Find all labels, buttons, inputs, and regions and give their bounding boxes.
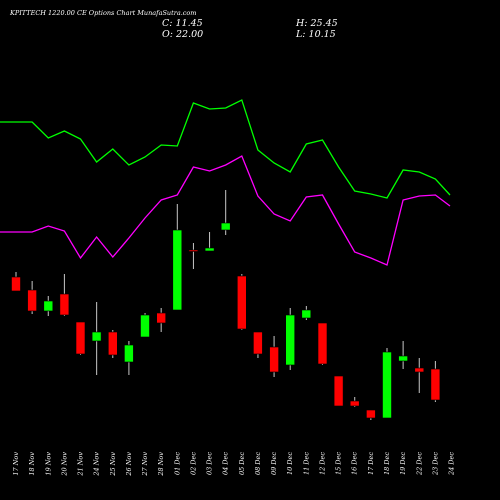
candle-body-up [382, 351, 392, 419]
candle [204, 232, 215, 252]
candle [349, 397, 360, 407]
candle-body-down [430, 368, 441, 401]
x-tick-label: 11 Dec [302, 452, 310, 475]
candle [172, 204, 183, 311]
candle-body-down [333, 375, 344, 407]
candle-body-down [414, 367, 425, 373]
high-value: H: 25.45 [295, 18, 338, 29]
candle-body-down [75, 321, 86, 355]
bands-layer [0, 99, 451, 266]
open-value: O: 22.00 [162, 29, 203, 40]
candle-body-up [220, 222, 231, 231]
candle-body-down [108, 331, 118, 356]
candle [59, 274, 70, 316]
candle-body-down [349, 400, 360, 407]
candle-body-up [140, 314, 150, 338]
candle [317, 322, 328, 365]
x-tick-label: 12 Dec [319, 452, 327, 475]
x-tick-label: 28 Nov [157, 452, 165, 477]
candle [301, 306, 312, 320]
close-value: C: 11.45 [162, 18, 203, 29]
chart-title: KPITTECH 1220.00 CE Options Chart Munafa… [9, 9, 196, 17]
candle-body-down [59, 293, 70, 316]
candle-body-up [172, 229, 183, 311]
x-tick-label: 09 Dec [270, 452, 278, 475]
candle [398, 341, 408, 369]
candle [124, 341, 134, 375]
x-tick-label: 17 Dec [367, 452, 375, 475]
candle [156, 308, 166, 332]
x-tick-label: 01 Dec [173, 452, 181, 475]
candle-body-up [91, 331, 102, 342]
x-tick-label: 02 Dec [189, 452, 197, 475]
x-tick-label: 18 Dec [383, 452, 391, 475]
candles-layer [11, 190, 441, 420]
x-tick-label: 18 Nov [28, 452, 36, 476]
x-tick-label: 17 Nov [12, 452, 20, 476]
candle [333, 375, 344, 407]
candle [188, 243, 199, 269]
x-tick-label: 19 Dec [399, 452, 407, 475]
candle-body-up [285, 314, 296, 366]
x-tick-label: 24 Nov [93, 452, 101, 477]
x-tick-label: 26 Nov [125, 452, 133, 477]
x-axis-labels: 17 Nov 18 Nov 19 Nov 20 Nov 21 Nov 24 Nov 25 N… [12, 452, 456, 477]
candle-body-up [43, 300, 54, 312]
candle [285, 308, 296, 370]
candle [75, 321, 86, 355]
candle [414, 358, 425, 393]
candle-body-down [27, 289, 37, 312]
x-tick-label: 04 Dec [222, 452, 230, 475]
x-tick-label: 22 Dec [415, 452, 423, 476]
x-tick-label: 23 Dec [431, 452, 439, 476]
candle [27, 281, 37, 314]
candle-body-down [253, 331, 263, 355]
candle [91, 302, 102, 375]
candle [430, 361, 441, 402]
candle-body-down [11, 276, 21, 292]
lower-band-line [0, 155, 451, 266]
candle-body-down [156, 312, 166, 324]
x-tick-label: 16 Dec [351, 452, 359, 475]
candle [140, 313, 150, 338]
candle-body-up [301, 309, 312, 319]
candle-body-down [188, 249, 199, 252]
candle [108, 330, 118, 358]
x-tick-label: 15 Dec [335, 452, 343, 475]
x-tick-label: 25 Nov [109, 452, 117, 477]
candle-body-up [398, 355, 408, 362]
candle [253, 331, 263, 358]
candle [43, 296, 54, 316]
upper-band-line [0, 99, 451, 199]
x-tick-label: 20 Nov [60, 452, 68, 477]
x-tick-label: 27 Nov [141, 452, 149, 477]
candle-body-up [204, 247, 215, 252]
x-tick-label: 24 Dec [448, 452, 456, 476]
candle [237, 274, 247, 330]
low-value: L: 10.15 [295, 29, 336, 40]
candle [269, 336, 279, 377]
candle [366, 409, 376, 420]
candle-body-down [237, 275, 247, 330]
x-tick-label: 19 Nov [44, 452, 52, 476]
x-tick-label: 08 Dec [254, 452, 262, 475]
candle-body-down [366, 409, 376, 419]
candle [220, 190, 231, 235]
candle-body-down [269, 346, 279, 373]
x-tick-label: 21 Nov [77, 452, 85, 477]
candle [11, 272, 21, 292]
candle-body-up [124, 344, 134, 363]
x-tick-label: 05 Dec [238, 452, 246, 475]
x-tick-label: 10 Dec [286, 452, 294, 475]
x-tick-label: 03 Dec [206, 452, 214, 475]
candle-body-down [317, 322, 328, 365]
candle [382, 348, 392, 419]
